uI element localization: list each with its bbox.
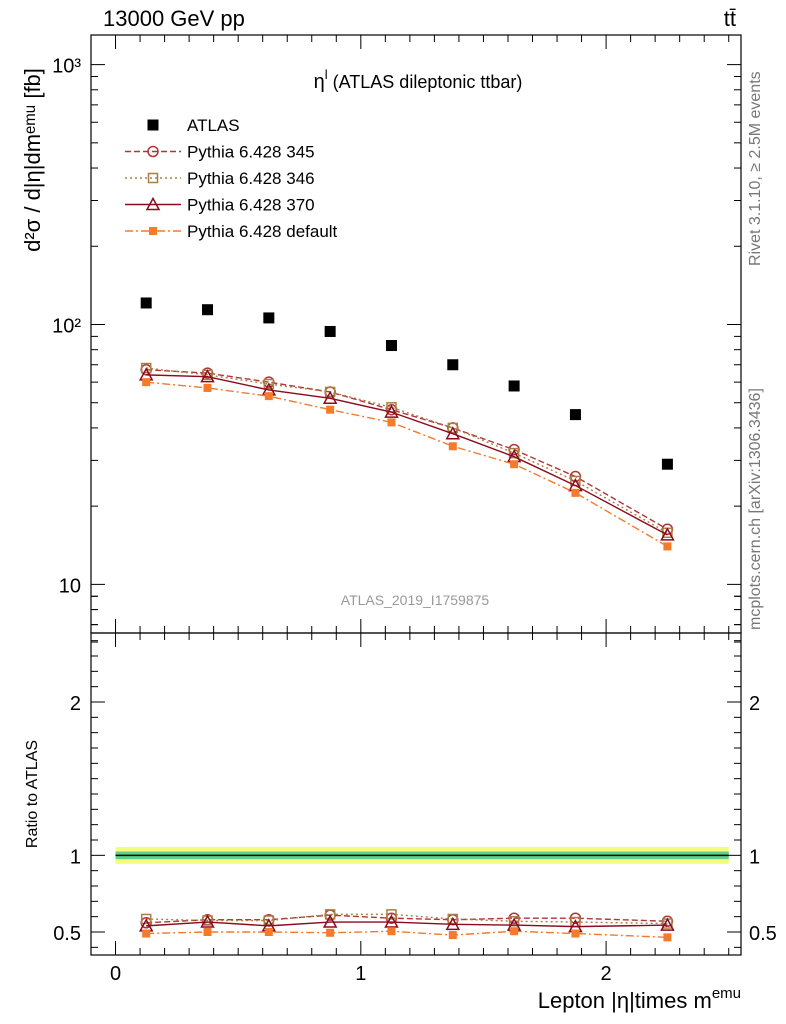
legend-label-py345: Pythia 6.428 345 [187, 143, 315, 162]
py346-point [324, 386, 336, 398]
py346-point [263, 378, 275, 390]
legend-marker-py370 [145, 196, 161, 211]
atlas-point [202, 304, 214, 316]
pydefault-point [203, 383, 212, 392]
pydefault-point [142, 378, 151, 387]
x-axis-label-main: Lepton |η|times m [538, 988, 712, 1013]
atlas-point [140, 297, 152, 309]
legend-label-pydefault: Pythia 6.428 default [187, 222, 338, 241]
py346-point [140, 362, 152, 374]
py370-point [660, 527, 675, 541]
legend-label-atlas: ATLAS [187, 116, 240, 135]
pydefault-point [663, 542, 672, 551]
ratio-plot-frame [90, 632, 742, 956]
pydefault-point [142, 929, 151, 938]
y-tick-label-right: 0.5 [749, 923, 777, 945]
py370-point [384, 404, 399, 418]
pydefault-point [571, 929, 580, 938]
pydefault-point [387, 927, 396, 936]
pydefault-point [264, 928, 273, 936]
py346-point [508, 447, 520, 459]
py370-point [200, 369, 215, 383]
main-y-axis-label: d²σ / d|η|dmᵉᵐᵘ [fb] [20, 68, 45, 252]
x-axis-label-sup: emu [712, 985, 741, 1002]
y-tick-label: 0.5 [53, 923, 81, 945]
analysis-annotation: ATLAS_2019_I1759875 [341, 592, 490, 608]
pydefault-line-main [146, 381, 668, 548]
pydefault-point [663, 933, 672, 942]
y-tick-label-right: 1 [749, 846, 760, 868]
legend-marker-py346 [147, 172, 159, 184]
py346-line-ratio [146, 913, 668, 925]
plot-title: ηl (ATLAS dileptonic ttbar) [314, 67, 523, 93]
pydefault-point [326, 928, 335, 937]
y-tick-label: 10² [52, 315, 81, 337]
py370-point [660, 917, 675, 931]
y-tick-label: 1 [70, 846, 81, 868]
py370-line-main [146, 374, 668, 536]
pydefault-point [448, 442, 457, 451]
pydefault-point [387, 418, 396, 427]
atlas-point [447, 359, 459, 371]
atlas-point [324, 325, 336, 337]
x-tick-label: 2 [601, 963, 612, 985]
x-tick-label: 0 [110, 963, 121, 985]
py346-line-main [146, 367, 668, 534]
y-tick-label: 10³ [52, 56, 81, 78]
py346-point [140, 913, 152, 925]
plot-title-sup: l [325, 67, 328, 82]
pydefault-point [510, 927, 519, 936]
py346-point [447, 422, 459, 434]
py345-line-ratio [146, 914, 668, 924]
legend-label-py370: Pythia 6.428 370 [187, 196, 315, 215]
legend-marker-pydefault [149, 227, 157, 235]
py370-point [200, 914, 215, 928]
py370-point [445, 916, 461, 931]
py346-point [447, 913, 459, 925]
py346-point [263, 915, 275, 926]
x-axis-label: Lepton |η|times memu [538, 985, 741, 1013]
py370-point [322, 390, 338, 405]
atlas-point [385, 340, 397, 352]
py370-point [384, 914, 399, 928]
py345-line-main [146, 368, 668, 530]
atlas-point [508, 380, 520, 392]
pydefault-line-ratio [146, 930, 668, 939]
plot-title-rest: (ATLAS dileptonic ttbar) [328, 72, 523, 92]
legend-marker-py345 [147, 145, 159, 158]
energy-label: 13000 GeV pp [103, 6, 245, 31]
py346-point [386, 909, 397, 920]
pydefault-point [571, 488, 580, 497]
y-tick-label-right: 2 [749, 693, 760, 715]
legend-label-py346: Pythia 6.428 346 [187, 169, 315, 188]
atlas-point [661, 458, 673, 470]
py370-point [445, 426, 461, 440]
py346-point [324, 909, 336, 920]
py370-line-ratio [146, 921, 668, 928]
y-tick-label: 2 [70, 693, 81, 715]
x-tick-label: 1 [355, 963, 366, 985]
atlas-point [569, 409, 581, 421]
pydefault-point [326, 405, 335, 414]
plot-title-main: η [314, 71, 325, 93]
y-tick-label: 10 [59, 575, 81, 597]
pydefault-point [264, 392, 273, 401]
legend-marker-atlas [147, 119, 159, 131]
process-label: tt̄ [723, 6, 736, 31]
ratio-y-axis-label: Ratio to ATLAS [24, 740, 41, 848]
pydefault-point [448, 931, 457, 940]
atlas-point [263, 312, 275, 324]
py370-point [322, 914, 338, 928]
pydefault-point [203, 928, 212, 936]
pydefault-point [510, 460, 519, 469]
